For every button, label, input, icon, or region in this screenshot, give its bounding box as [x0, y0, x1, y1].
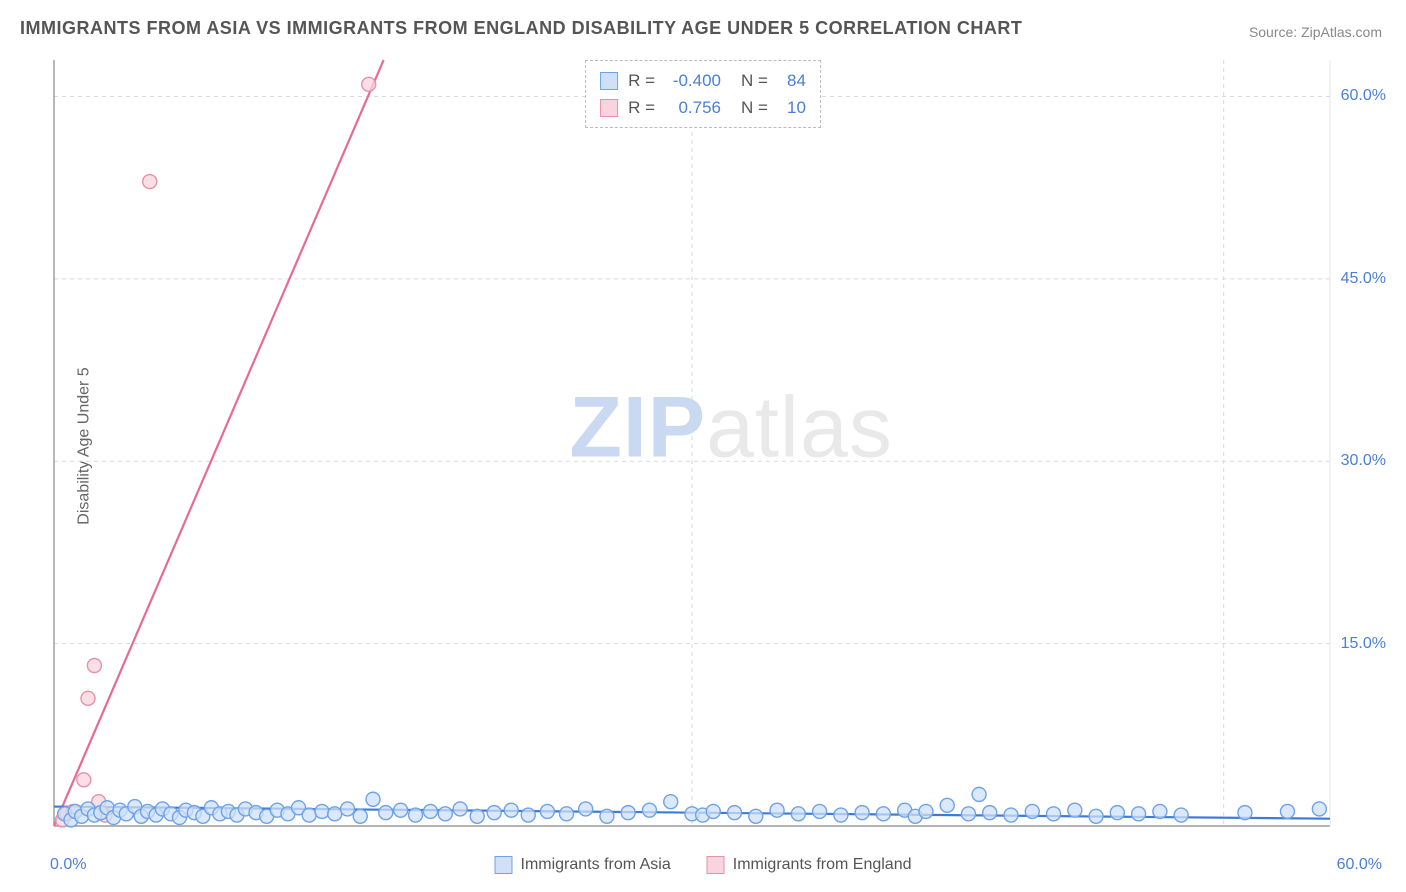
legend-row-england: R = 0.756 N = 10 [600, 94, 806, 121]
legend-item-england: Immigrants from England [707, 856, 912, 874]
legend-label-england: Immigrants from England [733, 856, 912, 874]
n-label: N = [741, 67, 768, 94]
x-axis-max-label: 60.0% [1337, 856, 1382, 874]
n-value-asia: 84 [778, 67, 806, 94]
legend-swatch-england [600, 99, 618, 117]
legend-item-asia: Immigrants from Asia [495, 856, 671, 874]
legend-row-asia: R = -0.400 N = 84 [600, 67, 806, 94]
source-prefix: Source: [1249, 24, 1297, 40]
r-value-asia: -0.400 [665, 67, 721, 94]
correlation-legend: R = -0.400 N = 84 R = 0.756 N = 10 [585, 60, 821, 128]
legend-swatch-asia [495, 856, 513, 874]
x-axis-min-label: 0.0% [50, 856, 86, 874]
r-label: R = [628, 67, 655, 94]
legend-swatch-england [707, 856, 725, 874]
legend-label-asia: Immigrants from Asia [521, 856, 671, 874]
n-value-england: 10 [778, 94, 806, 121]
y-tick-label: 60.0% [1341, 87, 1386, 105]
r-value-england: 0.756 [665, 94, 721, 121]
legend-swatch-asia [600, 72, 618, 90]
n-label: N = [741, 94, 768, 121]
y-tick-label: 30.0% [1341, 452, 1386, 470]
r-label: R = [628, 94, 655, 121]
scatter-plot [50, 56, 1390, 846]
series-legend: Immigrants from Asia Immigrants from Eng… [495, 856, 912, 874]
chart-title: IMMIGRANTS FROM ASIA VS IMMIGRANTS FROM … [20, 18, 1022, 39]
y-tick-label: 45.0% [1341, 270, 1386, 288]
y-tick-label: 15.0% [1341, 635, 1386, 653]
source-site: ZipAtlas.com [1301, 24, 1382, 40]
source-label: Source: ZipAtlas.com [1249, 24, 1382, 40]
